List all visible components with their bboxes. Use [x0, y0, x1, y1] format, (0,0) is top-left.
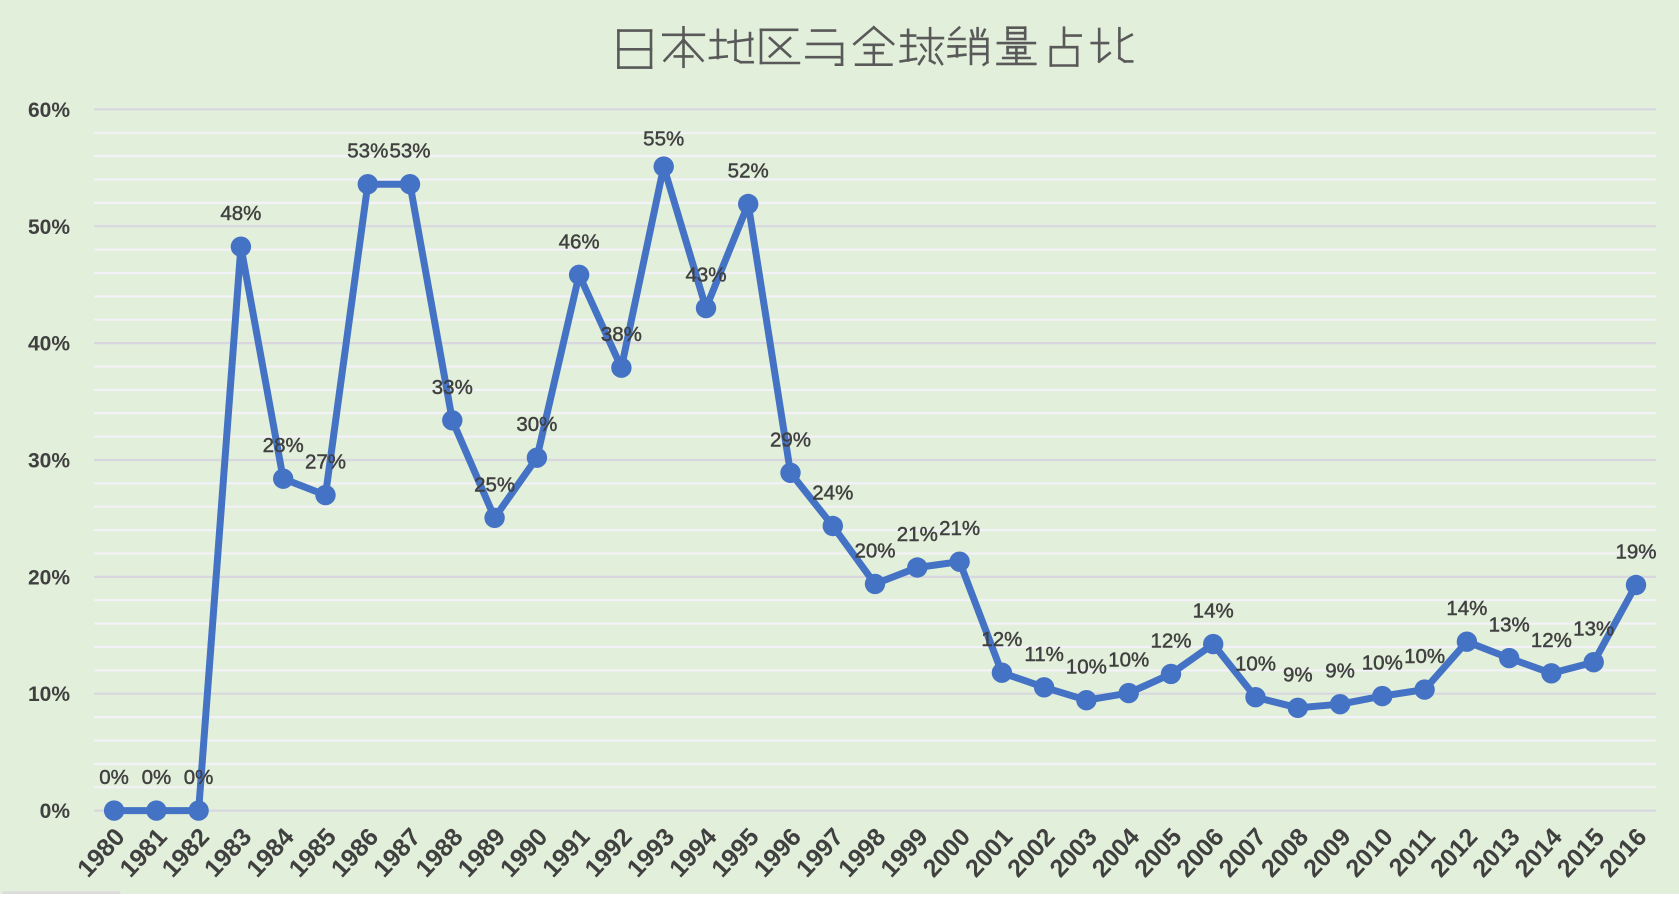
svg-text:11%: 11% — [1024, 643, 1064, 666]
svg-text:27%: 27% — [305, 451, 346, 474]
svg-text:0%: 0% — [99, 766, 129, 789]
svg-text:24%: 24% — [812, 482, 853, 505]
svg-text:21%: 21% — [897, 523, 938, 546]
svg-text:10%: 10% — [1362, 652, 1403, 675]
svg-text:13%: 13% — [1573, 618, 1614, 641]
svg-text:9%: 9% — [1325, 660, 1355, 683]
svg-text:60%: 60% — [28, 99, 70, 122]
svg-text:14%: 14% — [1193, 600, 1234, 623]
svg-text:14%: 14% — [1446, 597, 1487, 620]
svg-text:55%: 55% — [643, 128, 684, 151]
svg-text:0%: 0% — [184, 766, 214, 789]
svg-text:50%: 50% — [28, 216, 70, 239]
svg-text:46%: 46% — [559, 230, 600, 253]
svg-text:33%: 33% — [432, 376, 473, 399]
svg-text:10%: 10% — [1235, 653, 1276, 676]
svg-text:9%: 9% — [1283, 663, 1313, 686]
svg-text:53%: 53% — [389, 140, 430, 163]
svg-text:10%: 10% — [1108, 649, 1149, 672]
svg-text:12%: 12% — [1150, 629, 1191, 652]
svg-text:43%: 43% — [685, 264, 726, 287]
svg-text:25%: 25% — [474, 473, 515, 496]
svg-text:30%: 30% — [516, 413, 557, 436]
svg-text:10%: 10% — [1404, 645, 1445, 668]
svg-text:48%: 48% — [220, 202, 261, 225]
svg-text:20%: 20% — [28, 566, 70, 589]
svg-text:12%: 12% — [981, 628, 1022, 651]
svg-text:10%: 10% — [28, 683, 70, 706]
svg-text:28%: 28% — [263, 434, 304, 457]
svg-text:12%: 12% — [1531, 629, 1572, 652]
svg-text:10%: 10% — [1066, 656, 1107, 679]
svg-text:40%: 40% — [28, 333, 70, 356]
svg-text:21%: 21% — [939, 517, 980, 540]
svg-text:52%: 52% — [728, 160, 769, 183]
svg-text:30%: 30% — [28, 450, 70, 473]
svg-text:0%: 0% — [40, 800, 71, 823]
svg-text:38%: 38% — [601, 323, 642, 346]
svg-text:53%: 53% — [347, 140, 388, 163]
svg-text:20%: 20% — [854, 539, 895, 562]
svg-text:19%: 19% — [1615, 541, 1656, 564]
svg-text:29%: 29% — [770, 428, 811, 451]
svg-text:13%: 13% — [1489, 614, 1530, 637]
svg-text:0%: 0% — [142, 766, 172, 789]
